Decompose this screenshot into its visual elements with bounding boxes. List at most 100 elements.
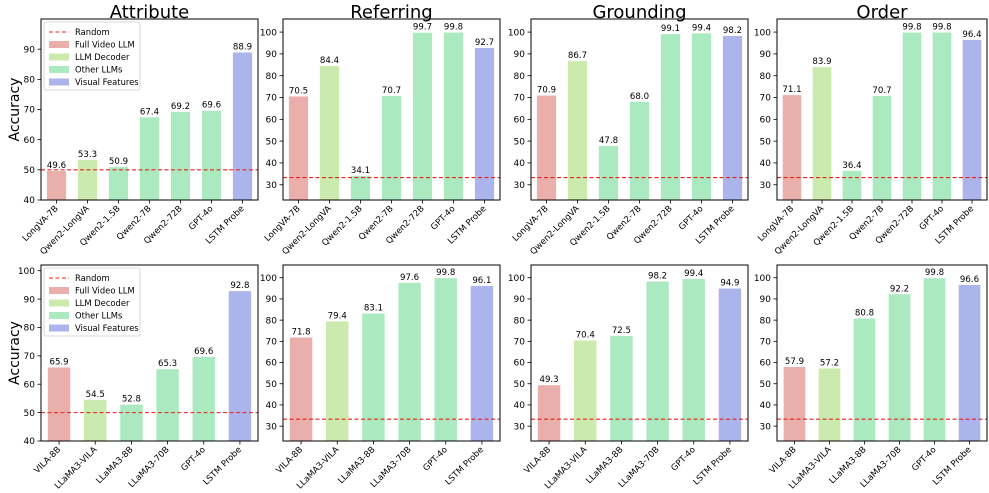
plot-frame (530, 18, 749, 201)
legend-swatch-llm-decoder (49, 299, 69, 307)
y-tick-label: 50 (266, 137, 278, 147)
y-tick-label: 50 (760, 137, 772, 147)
y-tick-label: 100 (260, 274, 277, 284)
y-tick-label: 50 (760, 380, 772, 390)
value-label: 86.7 (568, 51, 587, 61)
y-tick-label: 70 (760, 338, 772, 348)
y-axis-label: Accuracy (7, 321, 23, 385)
y-tick-label: 70 (514, 338, 526, 348)
bar-vila-8b (47, 367, 71, 441)
x-tick-label: GPT-4o (179, 445, 207, 473)
bar-llama3-70b (888, 294, 911, 441)
chart-panel-referring: 70.5LongVA-7B84.4Qwen2-LongVA34.1Qwen2-1… (260, 2, 501, 257)
bar-qwen2-72b (412, 32, 433, 200)
value-label: 99.8 (932, 23, 951, 33)
value-label: 92.8 (230, 281, 249, 291)
y-tick-label: 50 (266, 380, 278, 390)
bar-gpt-4o (682, 279, 705, 441)
legend-label-full-video-llm: Full Video LLM (75, 286, 135, 296)
bar-gpt-4o (434, 278, 457, 441)
legend-swatch-visual-features (49, 78, 69, 86)
legend-swatch-visual-features (49, 324, 69, 332)
value-label: 69.6 (202, 101, 221, 111)
y-tick-label: 40 (760, 159, 772, 169)
value-label: 99.8 (902, 23, 921, 33)
y-tick-label: 60 (514, 116, 526, 126)
value-label: 72.5 (612, 326, 631, 336)
value-label: 71.1 (782, 85, 801, 95)
value-label: 92.7 (475, 38, 494, 48)
value-label: 69.2 (171, 102, 190, 112)
y-tick-label: 60 (24, 136, 36, 146)
y-tick-label: 40 (24, 196, 36, 206)
y-tick-label: 60 (24, 380, 36, 390)
chart-panel-grounding: 70.9LongVA-7B86.7Qwen2-LongVA47.8Qwen2-1… (508, 2, 749, 257)
value-label: 96.4 (962, 30, 981, 40)
y-tick-label: 100 (508, 274, 525, 284)
chart-panel-attribute: 49.6LongVA-7B53.3Qwen2-LongVA50.9Qwen2-1… (7, 2, 259, 257)
value-label: 99.1 (661, 24, 680, 34)
x-tick-label: GPT-4o (910, 445, 938, 473)
value-label: 34.1 (351, 166, 370, 176)
value-label: 47.8 (599, 136, 618, 146)
bar-gpt-4o (201, 110, 222, 200)
x-tick-label: LSTM Probe (202, 445, 244, 487)
bar-gpt-4o (192, 356, 215, 441)
y-tick-label: 40 (266, 159, 278, 169)
y-tick-label: 80 (266, 72, 278, 82)
y-tick-label: 40 (514, 401, 526, 411)
y-tick-label: 60 (760, 116, 772, 126)
x-tick-label: GPT-4o (669, 445, 697, 473)
value-label: 70.7 (382, 86, 401, 96)
chart-title: Attribute (110, 2, 189, 23)
y-tick-label: 60 (266, 359, 278, 369)
y-tick-label: 100 (508, 28, 525, 38)
value-label: 71.8 (292, 328, 311, 338)
bar-qwen2-1.5b (598, 145, 619, 200)
chart-title: Order (856, 2, 908, 23)
y-tick-label: 90 (514, 295, 526, 305)
chart-panel-row1-col3: 57.9VILA-8B57.2LLaMA3-VILA80.8LLaMA3-8B9… (754, 264, 988, 491)
value-label: 83.1 (364, 304, 383, 314)
bar-llama3-8b (120, 404, 143, 441)
y-tick-label: 60 (266, 116, 278, 126)
y-tick-label: 90 (266, 50, 278, 60)
value-label: 83.9 (812, 57, 831, 67)
chart-panel-row1-col2: 49.3VILA-8B70.4LLaMA3-VILA72.5LLaMA3-8B9… (508, 264, 749, 491)
legend-label-random: Random (75, 27, 110, 37)
y-tick-label: 40 (266, 401, 278, 411)
y-tick-label: 50 (24, 166, 36, 176)
bar-lstm probe (718, 288, 742, 441)
y-tick-label: 80 (760, 72, 772, 82)
legend-swatch-llm-decoder (49, 53, 69, 61)
bar-gpt-4o (691, 33, 712, 200)
bar-lstm probe (232, 52, 253, 201)
value-label: 70.9 (537, 86, 556, 96)
value-label: 49.6 (47, 161, 66, 171)
x-tick-label: VILA-8B (768, 445, 799, 476)
y-tick-label: 100 (754, 274, 771, 284)
bar-qwen2-72b (902, 32, 922, 200)
chart-panel-order: 71.1LongVA-7B83.9Qwen2-LongVA36.4Qwen2-1… (754, 2, 988, 257)
plot-frame (40, 18, 259, 201)
value-label: 99.8 (925, 268, 944, 278)
value-label: 54.5 (86, 390, 105, 400)
bar-qwen2-7b (629, 101, 650, 200)
y-tick-label: 100 (18, 267, 35, 277)
bar-lstm probe (962, 39, 982, 201)
bar-gpt-4o (443, 32, 464, 200)
y-tick-label: 80 (514, 72, 526, 82)
value-label: 57.9 (785, 357, 804, 367)
y-tick-label: 90 (266, 295, 278, 305)
value-label: 67.4 (140, 107, 159, 117)
bar-llama3-8b (853, 318, 876, 441)
bar-qwen2-1.5b (108, 167, 129, 200)
value-label: 96.1 (472, 276, 491, 286)
y-tick-label: 90 (24, 295, 36, 305)
legend-label-visual-features: Visual Features (75, 323, 139, 333)
value-label: 92.2 (890, 284, 909, 294)
legend-label-other-llms: Other LLMs (75, 311, 122, 321)
value-label: 88.9 (233, 42, 252, 52)
bar-qwen2-1.5b (350, 175, 371, 200)
chart-panel-row1-col1: 71.8VILA-8B79.4LLaMA3-VILA83.1LLaMA3-8B9… (260, 264, 501, 491)
